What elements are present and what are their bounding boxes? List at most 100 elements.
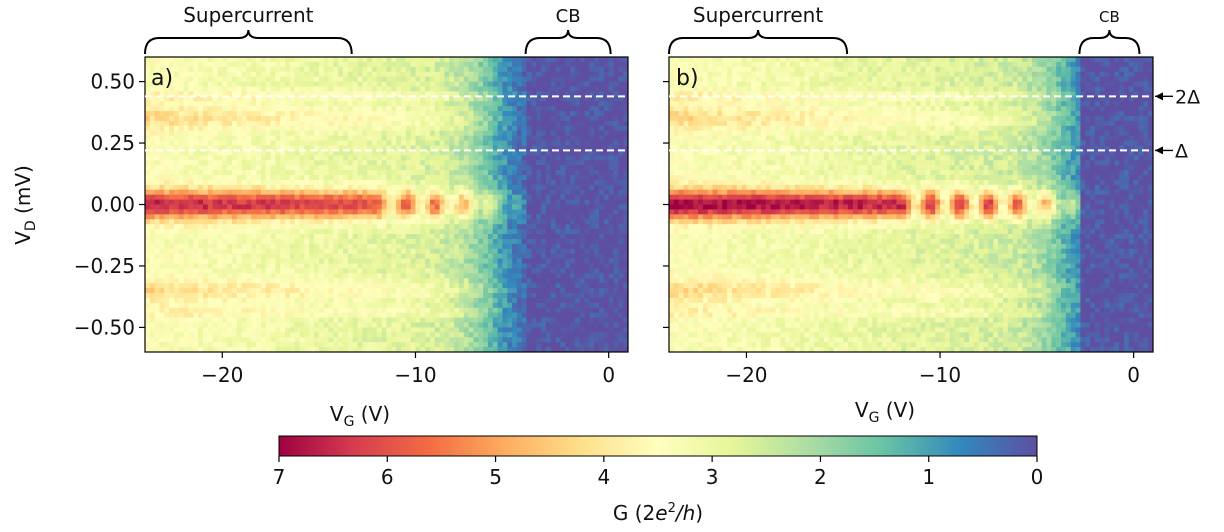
heatmap-cell xyxy=(231,194,238,201)
heatmap-cell xyxy=(386,263,392,270)
heatmap-cell xyxy=(541,150,547,156)
heatmap-cell xyxy=(323,258,330,265)
heatmap-cell xyxy=(362,170,368,176)
heatmap-cell xyxy=(275,160,281,166)
heatmap-cell xyxy=(352,165,359,171)
heatmap-cell xyxy=(405,263,412,270)
heatmap-cell xyxy=(309,322,315,329)
heatmap-cell xyxy=(202,248,209,255)
heatmap-cell xyxy=(468,61,475,68)
heatmap-cell xyxy=(193,253,199,260)
heatmap-cell xyxy=(541,317,547,324)
heatmap-cell xyxy=(299,145,305,152)
heatmap-cell xyxy=(396,111,402,117)
heatmap-cell xyxy=(260,199,267,206)
heatmap-cell xyxy=(164,268,170,274)
heatmap-cell xyxy=(347,111,354,117)
heatmap-cell xyxy=(294,76,301,83)
heatmap-cell xyxy=(367,234,373,240)
heatmap-cell xyxy=(159,71,165,78)
heatmap-cell xyxy=(507,140,513,147)
heatmap-cell xyxy=(280,243,286,250)
heatmap-cell xyxy=(309,263,315,270)
heatmap-cell xyxy=(251,243,257,250)
heatmap-cell xyxy=(468,224,475,230)
heatmap-cell xyxy=(487,96,494,102)
heatmap-cell xyxy=(299,130,305,137)
heatmap-cell xyxy=(478,61,484,68)
heatmap-cell xyxy=(343,111,349,117)
heatmap-cell xyxy=(415,61,421,68)
heatmap-cell xyxy=(507,224,513,230)
heatmap-cell xyxy=(468,248,475,255)
heatmap-cell xyxy=(222,145,228,152)
heatmap-cell xyxy=(376,204,383,211)
heatmap-cell xyxy=(236,253,243,260)
heatmap-cell xyxy=(173,86,180,93)
heatmap-cell xyxy=(497,145,504,152)
heatmap-cell xyxy=(222,116,228,122)
heatmap-cell xyxy=(154,327,161,333)
heatmap-cell xyxy=(372,160,378,166)
heatmap-cell xyxy=(188,337,194,343)
heatmap-cell xyxy=(415,179,421,186)
heatmap-cell xyxy=(425,312,431,319)
heatmap-cell xyxy=(497,116,504,122)
heatmap-cell xyxy=(188,253,194,260)
heatmap-cell xyxy=(439,273,446,279)
heatmap-cell xyxy=(241,297,248,304)
heatmap-cell xyxy=(164,61,170,68)
heatmap-cell xyxy=(280,179,286,186)
heatmap-cell xyxy=(507,243,513,250)
heatmap-cell xyxy=(483,258,489,265)
heatmap-cell xyxy=(507,283,513,289)
heatmap-cell xyxy=(217,302,223,309)
heatmap-cell xyxy=(381,66,388,73)
heatmap-cell xyxy=(299,273,305,279)
heatmap-cell xyxy=(400,288,407,294)
heatmap-cell xyxy=(251,347,257,352)
heatmap-cell xyxy=(415,258,421,265)
heatmap-cell xyxy=(304,130,310,137)
heatmap-cell xyxy=(236,111,243,117)
heatmap-cell xyxy=(246,337,252,343)
heatmap-cell xyxy=(333,297,339,304)
heatmap-cell xyxy=(265,125,272,132)
heatmap-cell xyxy=(458,347,465,352)
heatmap-cell xyxy=(188,317,194,324)
heatmap-cell xyxy=(531,268,537,274)
heatmap-cell xyxy=(314,179,320,186)
heatmap-cell xyxy=(304,145,310,152)
heatmap-cell xyxy=(169,234,175,240)
heatmap-cell xyxy=(164,81,170,88)
heatmap-cell xyxy=(251,140,257,147)
heatmap-cell xyxy=(246,61,252,68)
heatmap-cell xyxy=(468,322,475,329)
heatmap-cell xyxy=(449,189,455,196)
heatmap-cell xyxy=(173,194,180,201)
heatmap-cell xyxy=(541,81,547,88)
heatmap-cell xyxy=(275,130,281,137)
heatmap-cell xyxy=(304,347,310,352)
heatmap-cell xyxy=(487,111,494,117)
heatmap-cell xyxy=(145,263,151,270)
heatmap-cell xyxy=(405,165,412,171)
heatmap-cell xyxy=(396,268,402,274)
heatmap-cell xyxy=(285,160,291,166)
heatmap-cell xyxy=(202,224,209,230)
heatmap-cell xyxy=(502,165,508,171)
heatmap-cell xyxy=(212,312,219,319)
heatmap-cell xyxy=(183,101,190,107)
heatmap-cell xyxy=(309,189,315,196)
heatmap-cell xyxy=(439,71,446,78)
heatmap-cell xyxy=(429,258,436,265)
heatmap-cell xyxy=(352,140,359,147)
heatmap-cell xyxy=(280,248,286,255)
heatmap-cell xyxy=(396,130,402,137)
heatmap-cell xyxy=(202,322,209,329)
heatmap-cell xyxy=(314,337,320,343)
heatmap-cell xyxy=(323,155,330,161)
heatmap-cell xyxy=(338,327,344,333)
heatmap-cell xyxy=(169,268,175,274)
heatmap-cell xyxy=(193,140,199,147)
